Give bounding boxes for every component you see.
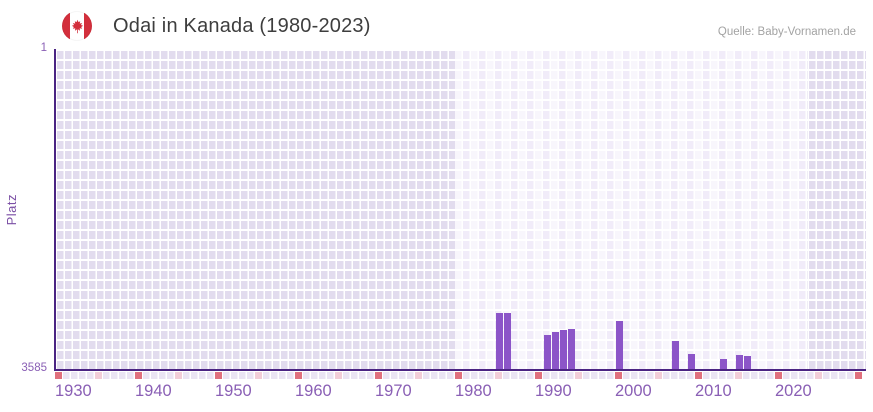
x-axis-label-2000: 2000 (615, 382, 652, 400)
bar-2013[interactable] (719, 358, 727, 370)
decade-tick-1950 (215, 371, 222, 379)
bar-1994[interactable] (567, 328, 575, 370)
half-decade-tick-1935 (95, 371, 102, 379)
decade-tick-2000 (615, 371, 622, 379)
x-axis-label-1930: 1930 (55, 382, 92, 400)
bar-1986[interactable] (503, 313, 511, 370)
x-axis-tick-strip (55, 371, 863, 379)
maple-leaf-icon (71, 19, 83, 33)
x-axis-label-1990: 1990 (535, 382, 572, 400)
bar-1992[interactable] (551, 332, 559, 370)
bar-2016[interactable] (743, 356, 751, 370)
half-decade-tick-2025 (815, 371, 822, 379)
y-axis-min-label: 3585 (21, 362, 47, 374)
bar-2000[interactable] (615, 321, 623, 370)
half-decade-tick-1995 (575, 371, 582, 379)
x-axis-label-2010: 2010 (695, 382, 732, 400)
y-axis-title: Platz (4, 194, 19, 226)
half-decade-tick-1965 (335, 371, 342, 379)
page-title: Odai in Kanada (1980-2023) (113, 15, 371, 37)
decade-tick-2020 (775, 371, 782, 379)
canada-flag-icon (62, 11, 92, 41)
bar-2007[interactable] (671, 341, 679, 370)
x-axis-line (54, 369, 866, 371)
y-axis-max-label: 1 (40, 42, 47, 54)
bar-1993[interactable] (559, 330, 567, 370)
decade-tick-1970 (375, 371, 382, 379)
plot-area (57, 51, 866, 370)
x-axis-label-1960: 1960 (295, 382, 332, 400)
bar-2009[interactable] (687, 353, 695, 370)
decade-tick-1940 (135, 371, 142, 379)
decade-tick-2030 (855, 371, 862, 379)
decade-tick-1930 (55, 371, 62, 379)
half-decade-tick-2015 (735, 371, 742, 379)
x-axis-label-1980: 1980 (455, 382, 492, 400)
source-attribution: Quelle: Baby-Vornamen.de (717, 26, 856, 38)
x-axis-label-1950: 1950 (215, 382, 252, 400)
bar-1985[interactable] (495, 312, 503, 370)
decade-tick-2010 (695, 371, 702, 379)
y-axis-line (54, 49, 56, 371)
x-axis-label-1970: 1970 (375, 382, 412, 400)
x-axis-label-2020: 2020 (775, 382, 812, 400)
highlight-band-1980-2023 (455, 51, 807, 370)
decade-tick-1960 (295, 371, 302, 379)
x-axis-label-1940: 1940 (135, 382, 172, 400)
half-decade-tick-1985 (495, 371, 502, 379)
half-decade-tick-1975 (415, 371, 422, 379)
bar-2015[interactable] (735, 355, 743, 370)
decade-tick-1990 (535, 371, 542, 379)
bar-1991[interactable] (543, 334, 551, 370)
decade-tick-1980 (455, 371, 462, 379)
half-decade-tick-2005 (655, 371, 662, 379)
half-decade-tick-1945 (175, 371, 182, 379)
half-decade-tick-1955 (255, 371, 262, 379)
